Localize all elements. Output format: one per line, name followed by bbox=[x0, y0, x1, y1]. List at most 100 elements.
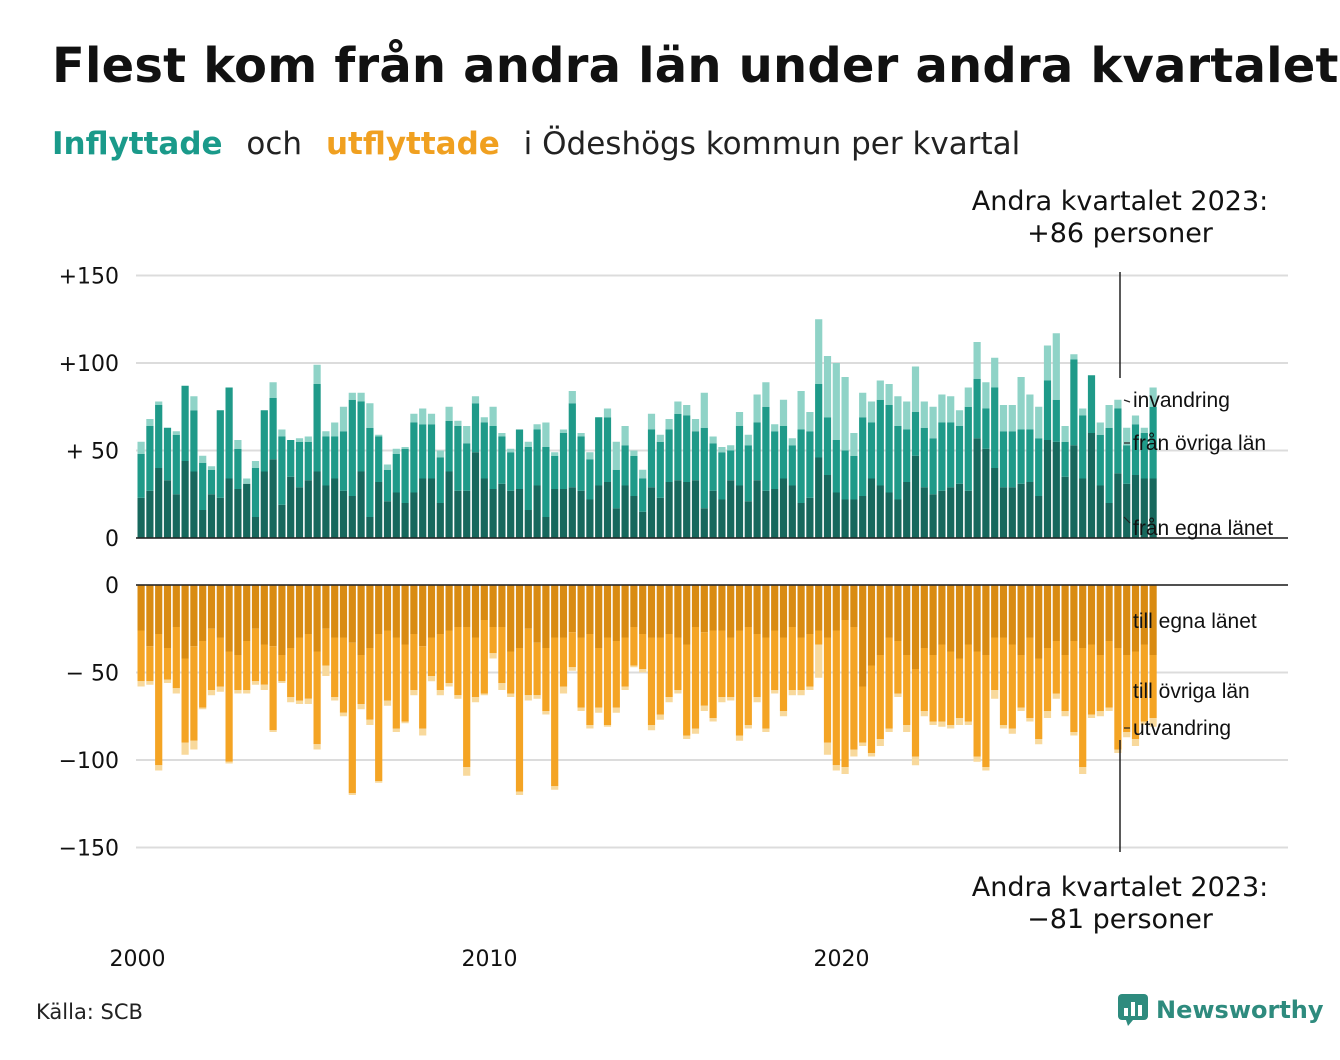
in-bar-från-övriga-län bbox=[348, 399, 356, 496]
out-bar-till-egna-länet bbox=[1061, 585, 1069, 655]
out-bar-utvandring bbox=[251, 681, 260, 685]
in-bar-från-egna-länet bbox=[410, 492, 418, 538]
in-bar-från-egna-länet bbox=[586, 499, 594, 538]
in-bar-från-egna-länet bbox=[727, 480, 735, 538]
out-bar-till-övriga-län bbox=[938, 644, 946, 722]
in-bar-från-övriga-län bbox=[410, 422, 418, 493]
out-bar-utvandring bbox=[383, 700, 392, 706]
out-bar-utvandring bbox=[410, 690, 418, 696]
out-bar-till-övriga-län bbox=[639, 634, 647, 669]
in-bar-invandring bbox=[832, 363, 840, 440]
out-bar-utvandring bbox=[903, 725, 911, 732]
in-bar-från-egna-länet bbox=[823, 475, 832, 538]
out-bar-till-egna-länet bbox=[947, 585, 955, 652]
in-bar-från-egna-länet bbox=[419, 478, 427, 538]
out-bar-utvandring bbox=[647, 725, 656, 731]
in-bar-från-övriga-län bbox=[964, 406, 972, 491]
out-bar-utvandring bbox=[1140, 721, 1148, 725]
in-bar-invandring bbox=[947, 396, 955, 423]
in-bar-från-egna-länet bbox=[771, 489, 779, 538]
out-bar-till-övriga-län bbox=[973, 651, 981, 757]
out-bar-utvandring bbox=[1123, 732, 1131, 738]
in-bar-från-övriga-län bbox=[753, 422, 761, 481]
in-bar-från-egna-länet bbox=[234, 489, 242, 538]
annotation-top: Andra kvartalet 2023: +86 personer bbox=[940, 186, 1300, 250]
out-bar-till-övriga-län bbox=[172, 627, 180, 689]
in-bar-invandring bbox=[551, 452, 559, 456]
out-bar-till-övriga-län bbox=[1061, 655, 1069, 711]
out-bar-till-egna-länet bbox=[753, 585, 761, 634]
out-bar-utvandring bbox=[973, 756, 981, 762]
in-bar-från-övriga-län bbox=[401, 448, 409, 503]
in-bar-från-övriga-län bbox=[181, 385, 189, 461]
out-bar-till-egna-länet bbox=[559, 585, 568, 638]
in-bar-invandring bbox=[621, 426, 629, 446]
out-bar-till-övriga-län bbox=[665, 634, 673, 697]
out-bar-utvandring bbox=[999, 725, 1008, 729]
out-bar-till-egna-länet bbox=[339, 585, 348, 638]
in-bar-invandring bbox=[735, 412, 744, 426]
out-bar-till-övriga-län bbox=[929, 655, 937, 722]
out-bar-till-egna-länet bbox=[823, 585, 832, 638]
out-bar-utvandring bbox=[181, 742, 189, 755]
in-bar-från-egna-länet bbox=[1105, 503, 1113, 538]
out-bar-till-egna-länet bbox=[683, 585, 691, 645]
out-bar-utvandring bbox=[269, 730, 277, 732]
out-bar-utvandring bbox=[823, 742, 832, 755]
out-bar-till-övriga-län bbox=[647, 637, 656, 725]
out-bar-utvandring bbox=[841, 767, 849, 774]
out-bar-utvandring bbox=[225, 761, 233, 764]
in-bar-från-övriga-län bbox=[1105, 427, 1113, 503]
out-bar-till-egna-länet bbox=[647, 585, 656, 638]
in-bar-invandring bbox=[991, 357, 999, 388]
out-bar-till-övriga-län bbox=[1043, 648, 1052, 711]
out-y-tick-label: −150 bbox=[59, 837, 119, 862]
in-bar-från-övriga-län bbox=[357, 401, 365, 472]
x-tick-label: 2020 bbox=[814, 947, 870, 972]
in-bar-från-övriga-län bbox=[339, 431, 348, 491]
label-connector bbox=[1123, 516, 1131, 524]
in-bar-från-egna-länet bbox=[885, 492, 893, 538]
in-bar-från-övriga-län bbox=[331, 436, 339, 479]
chart-subtitle: Inflyttade och utflyttade i Ödeshögs kom… bbox=[52, 126, 1034, 162]
in-bar-invandring bbox=[727, 445, 735, 451]
in-y-tick-label: + 50 bbox=[66, 440, 119, 465]
out-bar-till-övriga-län bbox=[1140, 644, 1148, 722]
out-bar-utvandring bbox=[1079, 767, 1087, 774]
in-bar-från-egna-länet bbox=[894, 499, 902, 538]
in-bar-från-egna-länet bbox=[427, 478, 436, 538]
in-bar-från-egna-länet bbox=[1149, 478, 1157, 538]
in-bar-från-egna-länet bbox=[542, 517, 550, 538]
in-bar-invandring bbox=[1061, 426, 1069, 442]
out-bar-till-egna-länet bbox=[172, 585, 180, 627]
in-bar-invandring bbox=[445, 406, 453, 421]
out-bar-utvandring bbox=[885, 728, 893, 732]
out-bar-utvandring bbox=[524, 695, 532, 701]
out-bar-till-övriga-län bbox=[683, 644, 691, 736]
out-bar-till-övriga-län bbox=[621, 637, 629, 687]
out-bar-till-egna-länet bbox=[357, 585, 365, 655]
in-bar-från-övriga-län bbox=[603, 417, 612, 482]
out-bar-utvandring bbox=[603, 725, 612, 727]
in-bar-från-övriga-län bbox=[1123, 445, 1131, 484]
in-bar-från-egna-länet bbox=[1052, 441, 1060, 538]
out-bar-utvandring bbox=[595, 707, 603, 713]
out-bar-utvandring bbox=[445, 683, 453, 687]
out-bar-till-övriga-län bbox=[1070, 641, 1078, 732]
in-y-tick-label: +100 bbox=[59, 352, 119, 377]
in-bar-från-övriga-län bbox=[595, 417, 603, 486]
out-bar-utvandring bbox=[498, 683, 506, 690]
in-bar-från-övriga-län bbox=[938, 422, 946, 491]
out-bar-till-egna-länet bbox=[190, 585, 198, 647]
in-bar-från-övriga-län bbox=[885, 405, 893, 493]
in-bar-från-egna-länet bbox=[647, 487, 656, 538]
out-bar-till-egna-länet bbox=[1035, 585, 1043, 659]
in-bar-invandring bbox=[269, 382, 277, 398]
in-bar-invandring bbox=[771, 424, 779, 432]
out-bar-utvandring bbox=[947, 725, 955, 729]
out-bar-till-egna-länet bbox=[973, 585, 981, 652]
out-bar-till-övriga-län bbox=[911, 669, 920, 757]
in-bar-från-egna-länet bbox=[551, 489, 559, 538]
in-bar-från-övriga-län bbox=[146, 426, 154, 491]
in-bar-från-egna-länet bbox=[339, 490, 348, 538]
